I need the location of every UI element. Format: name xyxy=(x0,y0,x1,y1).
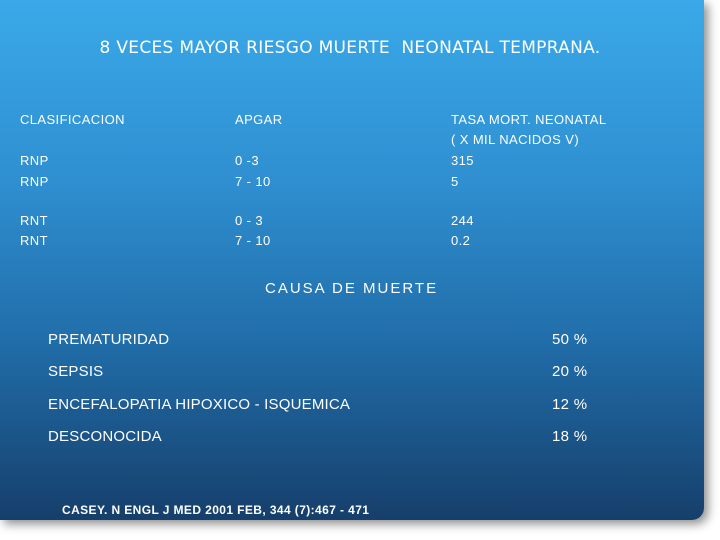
table-cell-apgar: 7 - 10 xyxy=(235,233,271,248)
cause-percent: 12 % xyxy=(552,396,588,413)
slide-title: 8 VECES MAYOR RIESGO MUERTE NEONATAL TEM… xyxy=(99,38,601,58)
header-tasa: TASA MORT. NEONATAL xyxy=(451,112,607,127)
cause-percent: 18 % xyxy=(552,428,588,445)
table-cell-tasa: 315 xyxy=(451,153,474,168)
table-cell-clasificacion: RNT xyxy=(20,233,48,248)
cause-name: DESCONOCIDA xyxy=(48,428,162,445)
table-cell-tasa: 244 xyxy=(451,213,474,228)
header-apgar: APGAR xyxy=(235,112,283,127)
table-cell-tasa: 5 xyxy=(451,174,459,189)
table-cell-clasificacion: RNP xyxy=(20,174,49,189)
source-citation: CASEY. N ENGL J MED 2001 FEB, 344 (7):46… xyxy=(62,503,370,517)
table-cell-tasa: 0.2 xyxy=(451,233,471,248)
cause-name: SEPSIS xyxy=(48,363,104,380)
table-cell-apgar: 0 - 3 xyxy=(235,213,264,228)
slide: 8 VECES MAYOR RIESGO MUERTE NEONATAL TEM… xyxy=(0,0,704,520)
table-cell-apgar: 0 -3 xyxy=(235,153,260,168)
table-cell-apgar: 7 - 10 xyxy=(235,174,271,189)
table-cell-clasificacion: RNT xyxy=(20,213,48,228)
cause-name: PREMATURIDAD xyxy=(48,331,170,348)
causes-heading: CAUSA DE MUERTE xyxy=(265,280,439,297)
header-tasa-unit: ( X MIL NACIDOS V) xyxy=(451,132,580,147)
cause-name: ENCEFALOPATIA HIPOXICO - ISQUEMICA xyxy=(48,396,351,413)
header-clasificacion: CLASIFICACION xyxy=(20,112,125,127)
cause-percent: 50 % xyxy=(552,331,588,348)
cause-percent: 20 % xyxy=(552,363,588,380)
table-cell-clasificacion: RNP xyxy=(20,153,49,168)
